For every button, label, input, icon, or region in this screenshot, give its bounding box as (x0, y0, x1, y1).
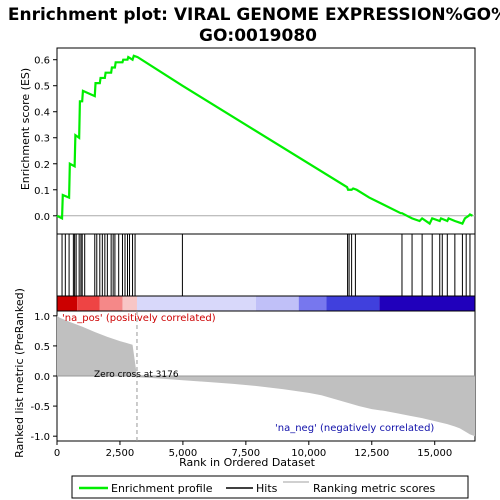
x-tick-label: 2,500 (106, 448, 135, 459)
metric-y-axis: 1.0 0.5 0.0 -0.5 -1.0 (30, 312, 57, 443)
color-bar-segment (77, 296, 100, 311)
es-y-axis-label: Enrichment score (ES) (19, 68, 32, 190)
es-y-tick-label: 0.1 (34, 186, 50, 197)
es-y-tick-label: 0.6 (34, 56, 50, 67)
legend-box (71, 475, 469, 499)
x-tick-label: 12,500 (354, 448, 389, 459)
x-tick-label: 15,000 (417, 448, 452, 459)
color-bar-segment (57, 296, 78, 311)
x-axis-label: Rank in Ordered Dataset (179, 456, 316, 469)
x-tick-label: 10,000 (291, 448, 326, 459)
enrichment-profile-line (56, 54, 473, 226)
es-y-tick-label: 0.0 (34, 212, 50, 223)
x-tick-label: 5,000 (169, 448, 198, 459)
metric-y-tick-label: -0.5 (30, 402, 50, 413)
hits-panel-frame (56, 233, 476, 297)
metric-y-tick-label: 0.5 (34, 342, 50, 353)
es-y-tick-label: 0.3 (34, 134, 50, 145)
hits-marks (61, 234, 471, 296)
ranking-color-bar (56, 295, 476, 312)
metric-y-axis-label: Ranked list metric (PreRanked) (13, 288, 26, 458)
metric-y-tick-label: 1.0 (34, 312, 50, 323)
metric-y-tick-label: 0.0 (34, 372, 50, 383)
legend-metric-label: Ranking metric scores (313, 482, 435, 495)
color-bar-segment (99, 296, 123, 311)
legend-enrichment-label: Enrichment profile (111, 482, 213, 495)
es-y-tick-label: 0.4 (34, 108, 50, 119)
pos-correlated-label: 'na_pos' (positively correlated) (62, 313, 216, 324)
x-tick-label: 7,500 (232, 448, 261, 459)
color-bar-segment (122, 296, 137, 311)
color-bar-segment (298, 296, 327, 311)
color-bar-segment (255, 296, 299, 311)
x-tick-label: 0 (54, 448, 60, 459)
metric-y-tick-label: -1.0 (30, 432, 50, 443)
x-axis: 0 2,500 5,000 7,500 10,000 12,500 15,000 (54, 441, 452, 459)
color-bar-segment (326, 296, 380, 311)
neg-correlated-label: 'na_neg' (negatively correlated) (275, 423, 434, 434)
chart-title-line-2: GO:0019080 (199, 26, 317, 46)
es-y-tick-label: 0.5 (34, 82, 50, 93)
es-panel-frame (56, 47, 476, 235)
chart-title-line-1: Enrichment plot: VIRAL GENOME EXPRESSION… (8, 5, 500, 25)
color-bar-segment (379, 296, 475, 311)
legend-hits-label: Hits (256, 482, 278, 495)
color-bar-segment (136, 296, 256, 311)
es-y-tick-label: 0.2 (34, 160, 50, 171)
es-y-axis: 0.0 0.1 0.2 0.3 0.4 0.5 0.6 (34, 56, 57, 223)
zero-cross-label: Zero cross at 3176 (94, 370, 179, 380)
